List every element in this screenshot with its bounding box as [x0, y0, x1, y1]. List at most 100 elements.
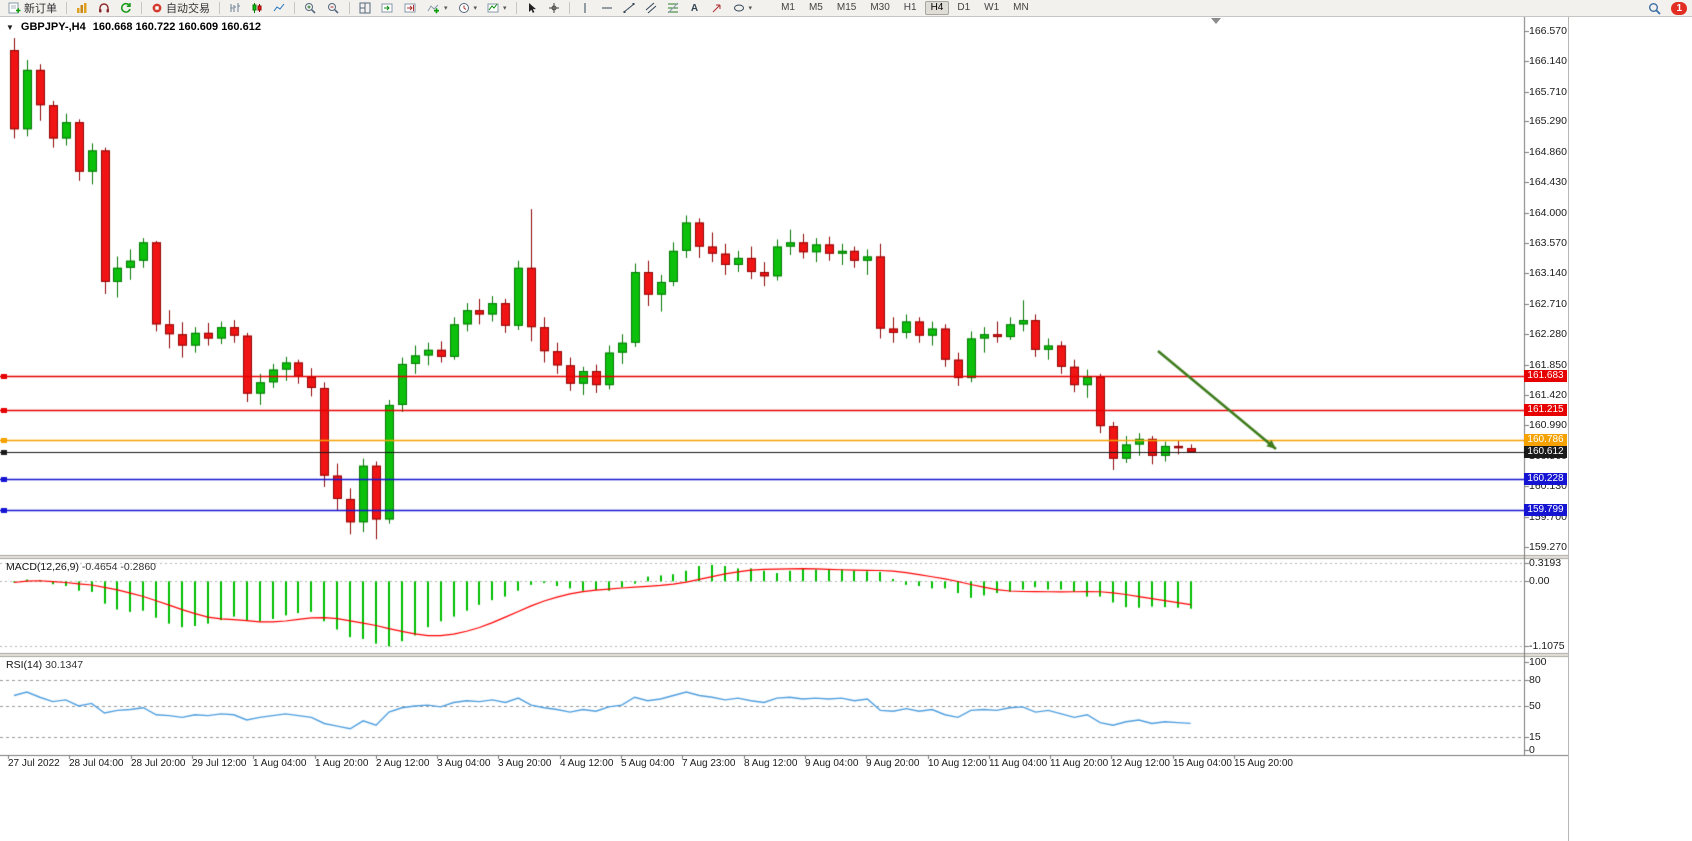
- rsi-value: 30.1347: [45, 659, 84, 671]
- one-click-trading-toggle[interactable]: ▼: [6, 22, 14, 32]
- price-chart-canvas[interactable]: [0, 17, 1568, 841]
- chevron-down-icon: ▾: [503, 5, 507, 12]
- templates-button[interactable]: ▾: [483, 1, 511, 16]
- chart-shift-marker[interactable]: [1211, 18, 1221, 24]
- timeframe-button-mn[interactable]: MN: [1007, 1, 1035, 15]
- zoom-in-button[interactable]: [300, 1, 321, 16]
- hline-price-tag[interactable]: 160.612: [1524, 446, 1567, 458]
- rsi-indicator-label: RSI(14) 30.1347: [6, 659, 83, 671]
- time-axis-label: 15 Aug 04:00: [1173, 758, 1232, 769]
- hline-price-tag[interactable]: 161.683: [1524, 370, 1567, 382]
- timeframe-button-m15[interactable]: M15: [831, 1, 862, 15]
- timeframe-button-m5[interactable]: M5: [803, 1, 829, 15]
- price-axis-label: 162.280: [1529, 328, 1567, 340]
- zoom-in-icon: [304, 2, 317, 14]
- time-axis-label: 7 Aug 23:00: [682, 758, 736, 769]
- horizontal-line-icon: [601, 4, 613, 12]
- chart-shift-button[interactable]: [400, 1, 421, 16]
- channel-tool-button[interactable]: [641, 1, 661, 16]
- market-watch-button[interactable]: [72, 1, 92, 16]
- time-axis-label: 9 Aug 20:00: [866, 758, 920, 769]
- indicator-plus-icon: [427, 2, 440, 14]
- trendline-icon: [623, 2, 635, 14]
- timeframe-button-m1[interactable]: M1: [775, 1, 801, 15]
- hline-tool-button[interactable]: [597, 1, 617, 16]
- market-watch-icon: [76, 2, 88, 14]
- price-axis-label: 164.000: [1529, 207, 1567, 219]
- timeframe-button-h4[interactable]: H4: [924, 1, 950, 15]
- tile-windows-icon: [359, 2, 371, 14]
- cursor-button[interactable]: [522, 1, 542, 16]
- hline-price-tag[interactable]: 159.799: [1524, 504, 1567, 516]
- rsi-axis-label: 0: [1529, 744, 1535, 756]
- ellipse-tool-icon: [733, 2, 745, 14]
- tile-windows-button[interactable]: [355, 1, 375, 16]
- toolbar-separator: [219, 2, 220, 14]
- fibonacci-icon: [667, 2, 679, 14]
- chart-bars-button[interactable]: [225, 1, 245, 16]
- rsi-name: RSI(14): [6, 659, 43, 671]
- hline-price-tag[interactable]: 160.228: [1524, 473, 1567, 485]
- channel-icon: [645, 2, 657, 14]
- timeframe-button-w1[interactable]: W1: [978, 1, 1005, 15]
- macd-indicator-label: MACD(12,26,9) -0.4654 -0.2860: [6, 561, 156, 573]
- notification-badge[interactable]: 1: [1671, 1, 1687, 15]
- hline-price-tag[interactable]: 161.215: [1524, 404, 1567, 416]
- vline-tool-button[interactable]: [575, 1, 595, 16]
- navigator-button[interactable]: [116, 1, 136, 16]
- price-axis-label: 165.710: [1529, 86, 1567, 98]
- new-order-label: 新订单: [24, 3, 57, 15]
- fibonacci-tool-button[interactable]: [663, 1, 683, 16]
- trendline-tool-button[interactable]: [619, 1, 639, 16]
- rsi-axis-label: 50: [1529, 700, 1541, 712]
- toolbar-separator: [515, 2, 517, 14]
- time-axis-label: 12 Aug 12:00: [1111, 758, 1170, 769]
- toolbar-separator: [66, 2, 67, 14]
- rsi-axis-label: 15: [1529, 731, 1541, 743]
- macd-axis-label: 0.00: [1529, 575, 1550, 587]
- price-axis-label: 166.140: [1529, 55, 1567, 67]
- time-axis-label: 4 Aug 12:00: [560, 758, 614, 769]
- terminal-button[interactable]: [94, 1, 114, 16]
- chart-candles-button[interactable]: [247, 1, 267, 16]
- candlestick-icon: [251, 2, 263, 14]
- timeframe-button-d1[interactable]: D1: [951, 1, 976, 15]
- price-axis-label: 162.710: [1529, 298, 1567, 310]
- new-order-button[interactable]: 新订单: [4, 1, 61, 16]
- periods-button[interactable]: ▾: [454, 1, 482, 16]
- time-axis-label: 11 Aug 20:00: [1050, 758, 1109, 769]
- toolbar-separator: [568, 2, 570, 14]
- indicators-button[interactable]: ▾: [423, 1, 452, 16]
- price-axis-label: 164.860: [1529, 146, 1567, 158]
- vertical-line-icon: [581, 2, 589, 14]
- zoom-out-button[interactable]: [323, 1, 344, 16]
- crosshair-button[interactable]: [544, 1, 564, 16]
- toolbar-right: 1: [1643, 1, 1689, 16]
- arrows-tool-button[interactable]: [707, 1, 727, 16]
- text-tool-button[interactable]: A: [685, 1, 705, 16]
- autotrade-label: 自动交易: [166, 3, 210, 15]
- macd-name: MACD(12,26,9): [6, 561, 79, 573]
- cursor-icon: [527, 2, 537, 14]
- chart-line-button[interactable]: [269, 1, 289, 16]
- price-axis-label: 166.570: [1529, 25, 1567, 37]
- timeframe-button-h1[interactable]: H1: [898, 1, 923, 15]
- time-axis-label: 1 Aug 20:00: [315, 758, 369, 769]
- timeframe-button-m30[interactable]: M30: [864, 1, 895, 15]
- time-axis-label: 1 Aug 04:00: [253, 758, 307, 769]
- line-chart-icon: [273, 2, 285, 14]
- auto-scroll-button[interactable]: [377, 1, 398, 16]
- price-axis-label: 163.570: [1529, 237, 1567, 249]
- shapes-tool-button[interactable]: ▾: [729, 1, 757, 16]
- search-button[interactable]: [1644, 1, 1665, 16]
- price-axis-label: 165.290: [1529, 115, 1567, 127]
- chart-symbol-label: GBPJPY-,H4: [20, 21, 86, 33]
- hline-price-tag[interactable]: 160.786: [1524, 434, 1567, 446]
- chart-header: ▼ GBPJPY-,H4 160.668 160.722 160.609 160…: [6, 21, 261, 33]
- clock-icon: [458, 2, 470, 14]
- time-axis-label: 27 Jul 2022: [8, 758, 60, 769]
- autotrade-button[interactable]: 自动交易: [147, 1, 214, 16]
- arrow-tool-icon: [711, 2, 723, 14]
- new-order-icon: [8, 2, 21, 14]
